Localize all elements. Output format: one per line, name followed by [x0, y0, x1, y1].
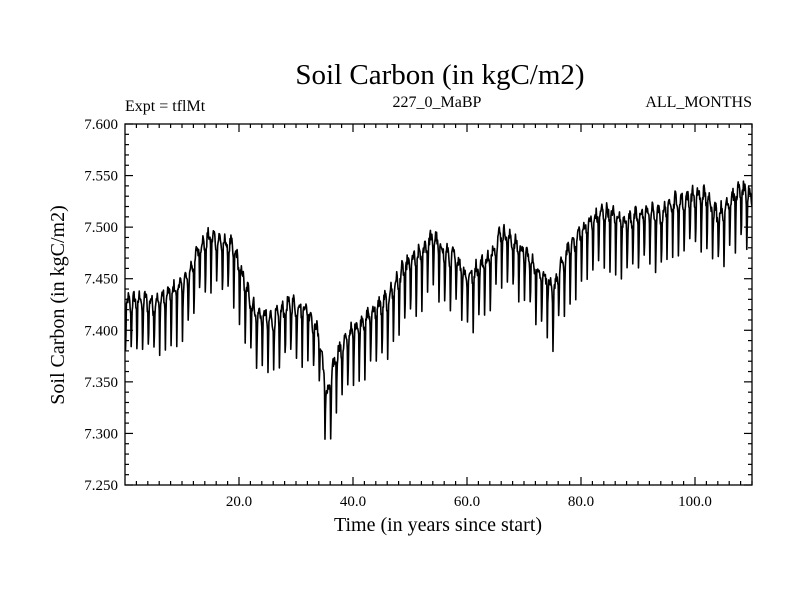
- y-tick-label: 7.600: [84, 117, 118, 133]
- y-tick-label: 7.550: [84, 169, 118, 185]
- y-tick-label: 7.450: [84, 272, 118, 288]
- y-tick-label: 7.350: [84, 375, 118, 391]
- y-axis-label: Soil Carbon (in kgC/m2): [47, 205, 69, 404]
- x-tick-label: 20.0: [226, 494, 252, 510]
- y-tick-label: 7.250: [84, 478, 118, 494]
- experiment-label: Expt = tflMt: [125, 98, 206, 115]
- x-axis-label: Time (in years since start): [334, 514, 542, 536]
- soil-carbon-series-line: [125, 180, 752, 440]
- axis-ticks: 20.0 40.0 60.0 80.0 100.0 7.250 7.300 7.350 7.40…: [84, 117, 753, 510]
- chart-title: Soil Carbon (in kgC/m2): [295, 59, 584, 91]
- y-tick-label: 7.500: [84, 220, 118, 236]
- y-tick-label: 7.300: [84, 426, 118, 442]
- months-label: ALL_MONTHS: [645, 94, 752, 111]
- y-tick-label: 7.400: [84, 323, 118, 339]
- x-tick-label: 60.0: [454, 494, 480, 510]
- x-tick-label: 100.0: [678, 494, 712, 510]
- period-label: 227_0_MaBP: [393, 94, 482, 111]
- x-tick-label: 40.0: [340, 494, 366, 510]
- plot-frame: [124, 123, 753, 486]
- x-tick-label: 80.0: [568, 494, 594, 510]
